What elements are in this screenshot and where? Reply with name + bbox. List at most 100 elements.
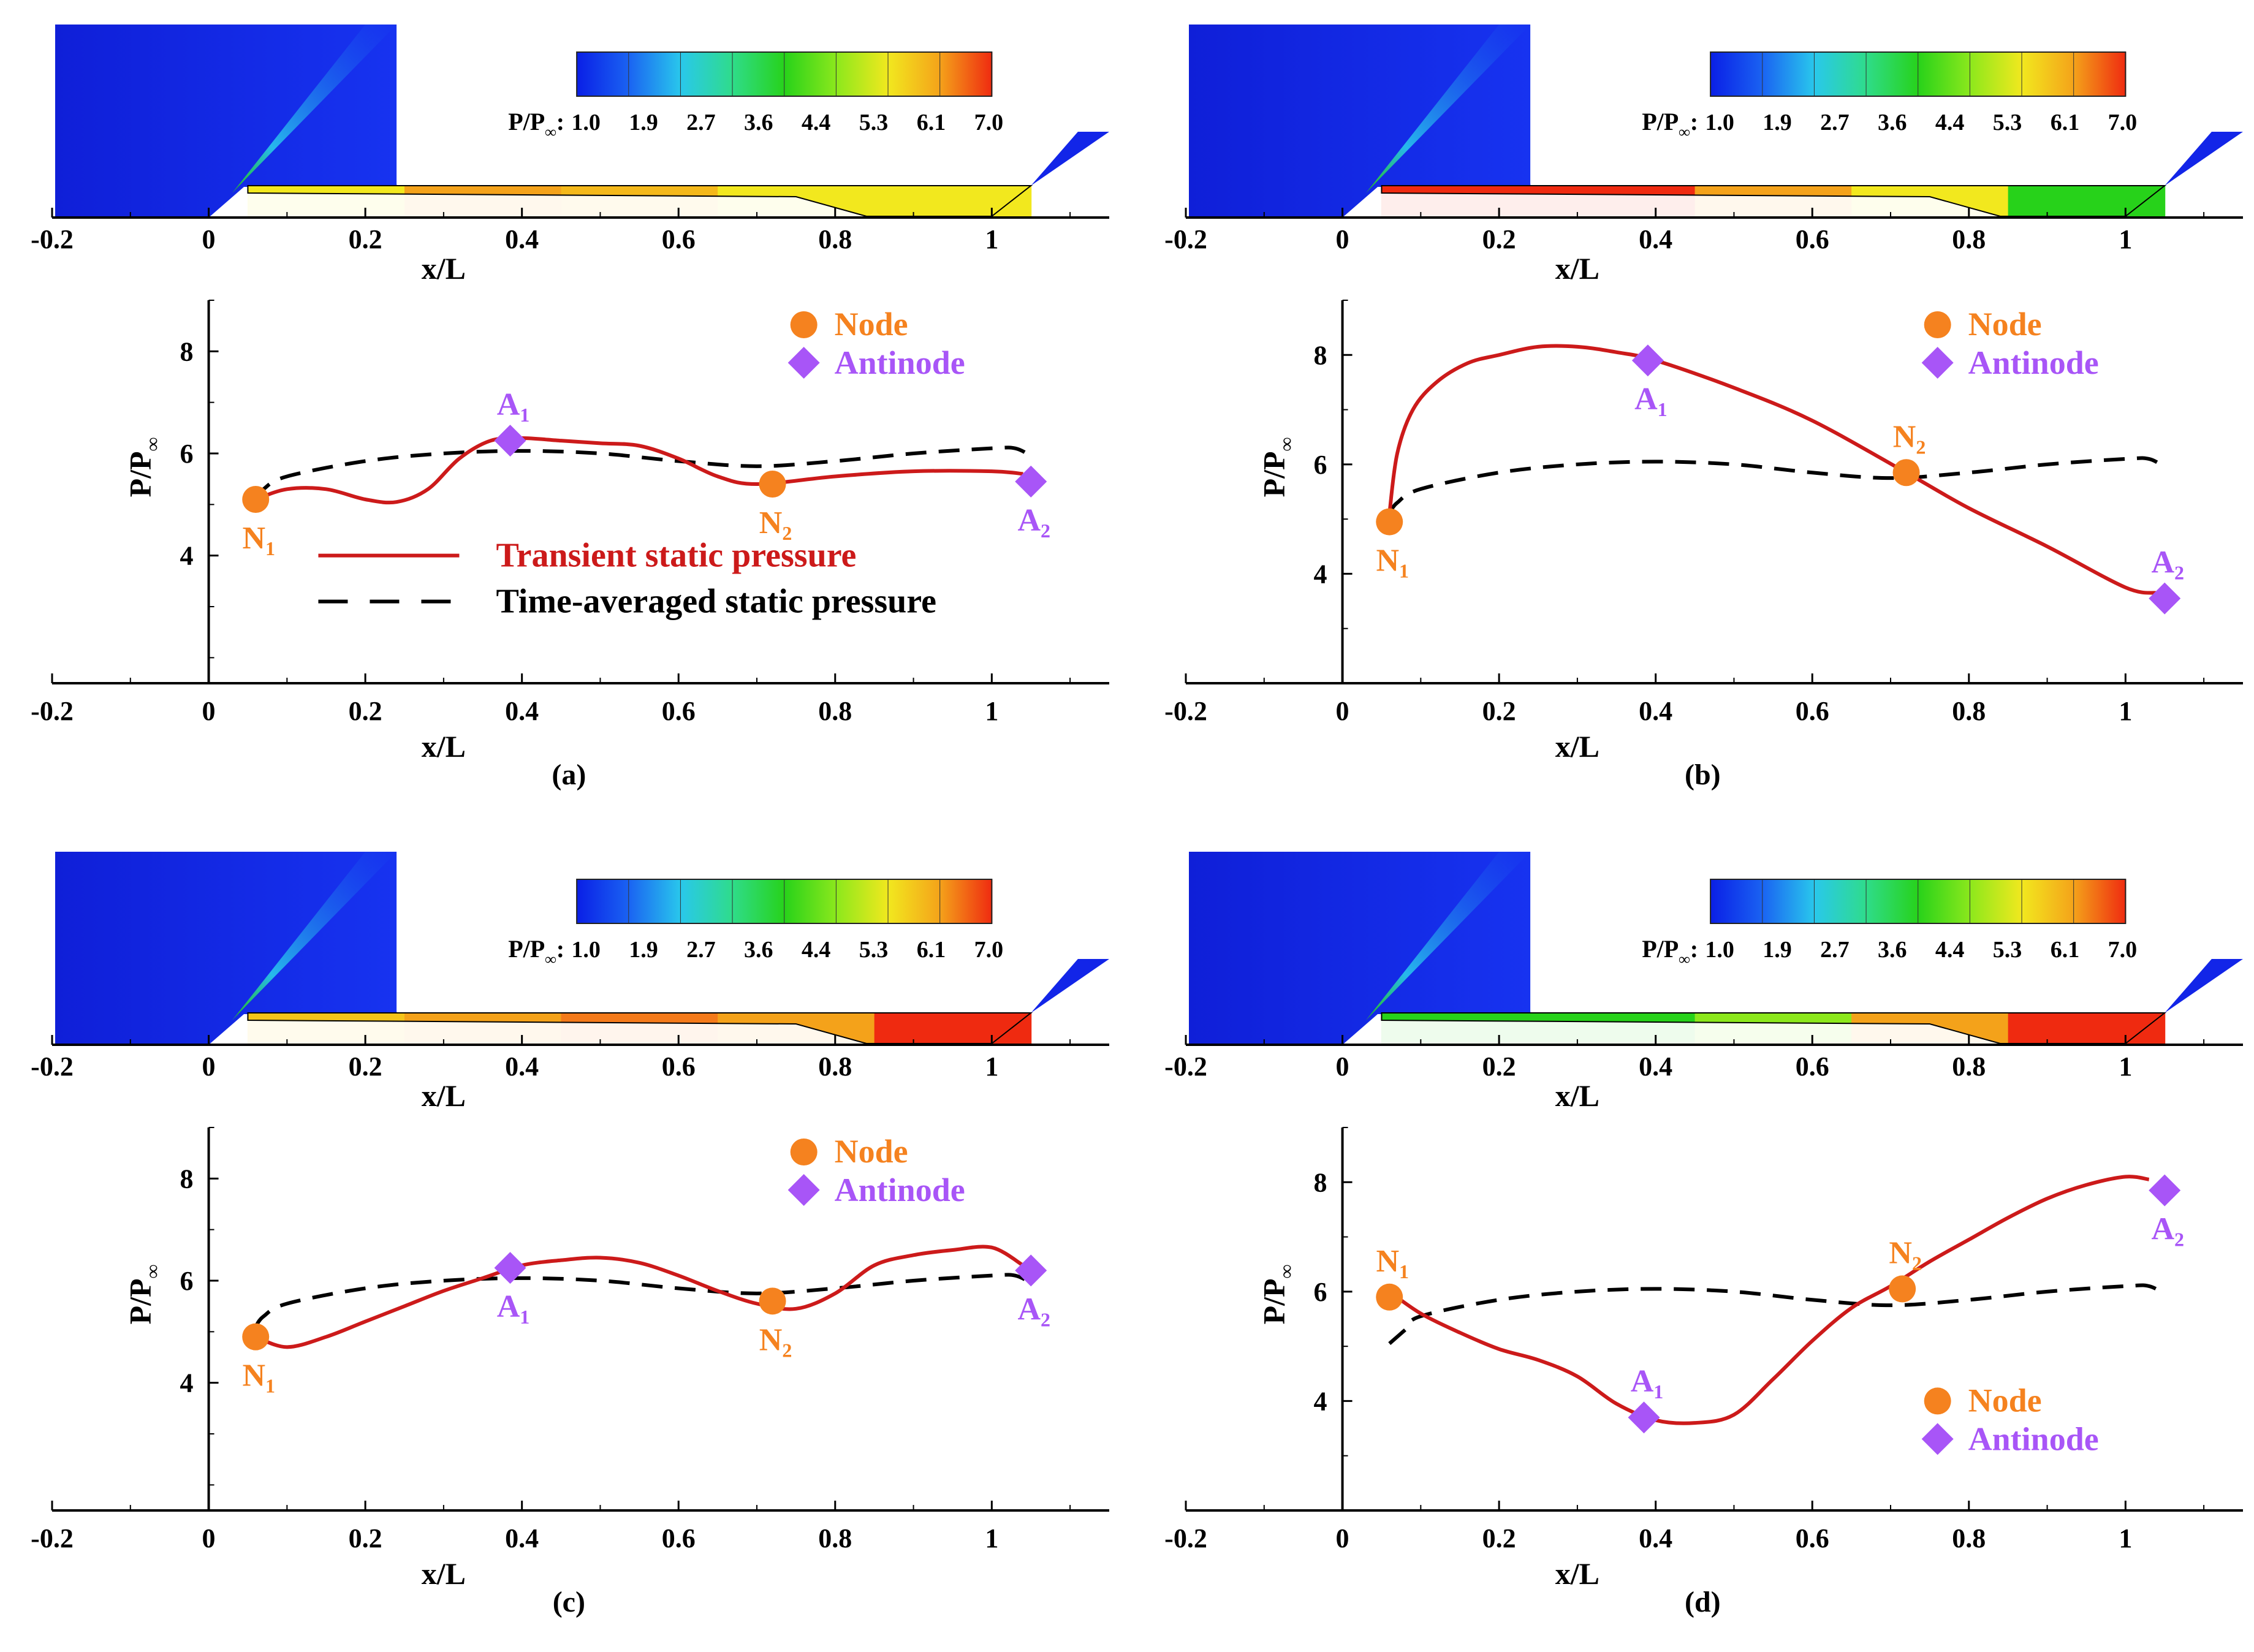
colorbar-tick-label: 1.0 (571, 110, 601, 135)
colorbar-tick-label: 6.1 (2051, 110, 2080, 135)
line-legend: Transient static pressure Time-averaged s… (318, 537, 936, 621)
n2-label: N2 (759, 1322, 792, 1361)
colorbar-segment (680, 879, 734, 923)
y-tick-label: 4 (180, 1368, 194, 1398)
node-marker (759, 1287, 786, 1315)
tick-label: 0.2 (1482, 224, 1516, 254)
time-averaged-series (254, 1273, 1032, 1328)
tick-label: 0 (1336, 696, 1349, 726)
colorbar-segment (1814, 52, 1867, 96)
tick-label: 0.8 (1952, 696, 1986, 726)
x-axis-title: x/L (422, 1078, 466, 1113)
panel-label: (a) (552, 759, 586, 791)
node-marker (242, 486, 270, 513)
ramp-lower (248, 1020, 867, 1044)
colorbar-segment (1814, 879, 1867, 923)
node-marker (1892, 459, 1920, 487)
colorbar-tick-label: 5.3 (859, 110, 889, 135)
colorbar-frame (1710, 51, 2127, 97)
line-chart-axes: -0.2 0 0.2 0.4 0.6 0.8 1 x/L 4 6 8 P/P∞ (31, 1127, 1109, 1591)
tick-label: 0.8 (1952, 1051, 1986, 1082)
line-chart-axes: -0.2 0 0.2 0.4 0.6 0.8 1 x/L 4 6 8 P/P∞ (1164, 1127, 2243, 1591)
a2-label: A2 (1017, 1292, 1050, 1330)
colorbar-frame (576, 51, 993, 97)
tick-label: 1 (985, 696, 998, 726)
colorbar-tick-label: 2.7 (1820, 110, 1850, 135)
tick-label: -0.2 (1164, 1051, 1207, 1082)
colorbar-tick-label: 6.1 (917, 110, 946, 135)
antinode-marker (1015, 1254, 1047, 1287)
n1-label: N1 (242, 1358, 275, 1397)
colorbar-tick-label: 1.9 (629, 110, 658, 135)
tick-label: 0.8 (818, 1051, 852, 1082)
y-axis-title: P/P∞ (123, 438, 164, 498)
antinode-marker (494, 1252, 526, 1284)
colorbar-segment (628, 52, 681, 96)
tick-label: 0.8 (818, 696, 852, 726)
colorbar-segment (836, 52, 889, 96)
antinode-marker (1631, 344, 1664, 377)
line-chart-axes: -0.2 0 0.2 0.4 0.6 0.8 1 x/L 4 6 8 P/P∞ (31, 300, 1109, 763)
line-chart-axes: -0.2 0 0.2 0.4 0.6 0.8 1 x/L 4 6 8 P/P∞ (1164, 300, 2243, 763)
legend-antinode-label: Antinode (1968, 1420, 2099, 1457)
tick-label: -0.2 (1164, 1523, 1207, 1553)
tick-label: 0 (1336, 1523, 1349, 1553)
colorbar-segment (1762, 52, 1815, 96)
panel-label: (d) (1685, 1586, 1721, 1618)
channel-segment (2008, 186, 2166, 216)
colorbar-segment (1970, 879, 2023, 923)
x-axis-title: x/L (1555, 1078, 1599, 1113)
tick-label: 0.6 (1796, 1051, 1829, 1082)
colorbar-segment (2022, 52, 2074, 96)
colorbar-segment (2022, 879, 2074, 923)
colorbar-segment (888, 52, 941, 96)
tick-label: 1 (2119, 1523, 2132, 1553)
colorbar-segment (1710, 879, 1763, 923)
white-cover (1530, 25, 2243, 184)
tick-label: 0 (202, 224, 216, 254)
y-tick-label: 6 (1314, 450, 1327, 480)
legend-antinode-marker (1921, 1423, 1954, 1455)
tick-label: 0.4 (505, 696, 539, 726)
tick-label: 0.4 (505, 1523, 539, 1553)
tick-label: 0.8 (1952, 1523, 1986, 1553)
colorbar-tick-label: 6.1 (917, 937, 946, 963)
tick-label: -0.2 (1164, 696, 1207, 726)
colorbar-tick-label: 2.7 (686, 110, 716, 135)
transient-series (1388, 1175, 2150, 1425)
colorbar-tick-label: 3.6 (744, 937, 773, 963)
channel-segment (874, 1013, 1032, 1044)
colorbar-segment (577, 52, 629, 96)
y-tick-label: 6 (1314, 1277, 1327, 1307)
colorbar-segment (577, 879, 629, 923)
panel-label: (c) (553, 1586, 585, 1618)
time-averaged-series (1387, 456, 2166, 515)
colorbar-tick-label: 3.6 (744, 110, 773, 135)
colorbar-label: P/P∞: (1642, 935, 1698, 968)
colorbar: P/P∞: 1.0 1.9 2.7 3.6 4.4 5.3 6.1 7.0 (508, 51, 1003, 141)
y-tick-label: 8 (180, 1164, 194, 1194)
colorbar-label: P/P∞: (1642, 108, 1698, 141)
colorbar-label: P/P∞: (508, 108, 564, 141)
y-tick-label: 6 (180, 1266, 194, 1296)
x-axis-title: x/L (422, 251, 466, 286)
tick-label: 0.6 (1796, 1523, 1829, 1553)
n1-label: N1 (1376, 544, 1409, 582)
colorbar-tick-label: 7.0 (2108, 937, 2138, 963)
colorbar-tick-label: 1.0 (1705, 110, 1734, 135)
a2-label: A2 (2151, 545, 2184, 584)
colorbar-tick-label: 1.9 (629, 937, 658, 963)
channel-segment (874, 186, 1032, 216)
tick-label: 1 (985, 1051, 998, 1082)
colorbar-segment (732, 52, 785, 96)
legend-node-label: Node (835, 1133, 908, 1170)
y-tick-label: 8 (1314, 340, 1327, 370)
colorbar-tick-label: 1.9 (1763, 110, 1792, 135)
node-marker (242, 1323, 270, 1351)
tick-label: 0.8 (1952, 224, 1986, 254)
channel-segment (2008, 1013, 2166, 1044)
n1-label: N1 (1376, 1244, 1409, 1283)
